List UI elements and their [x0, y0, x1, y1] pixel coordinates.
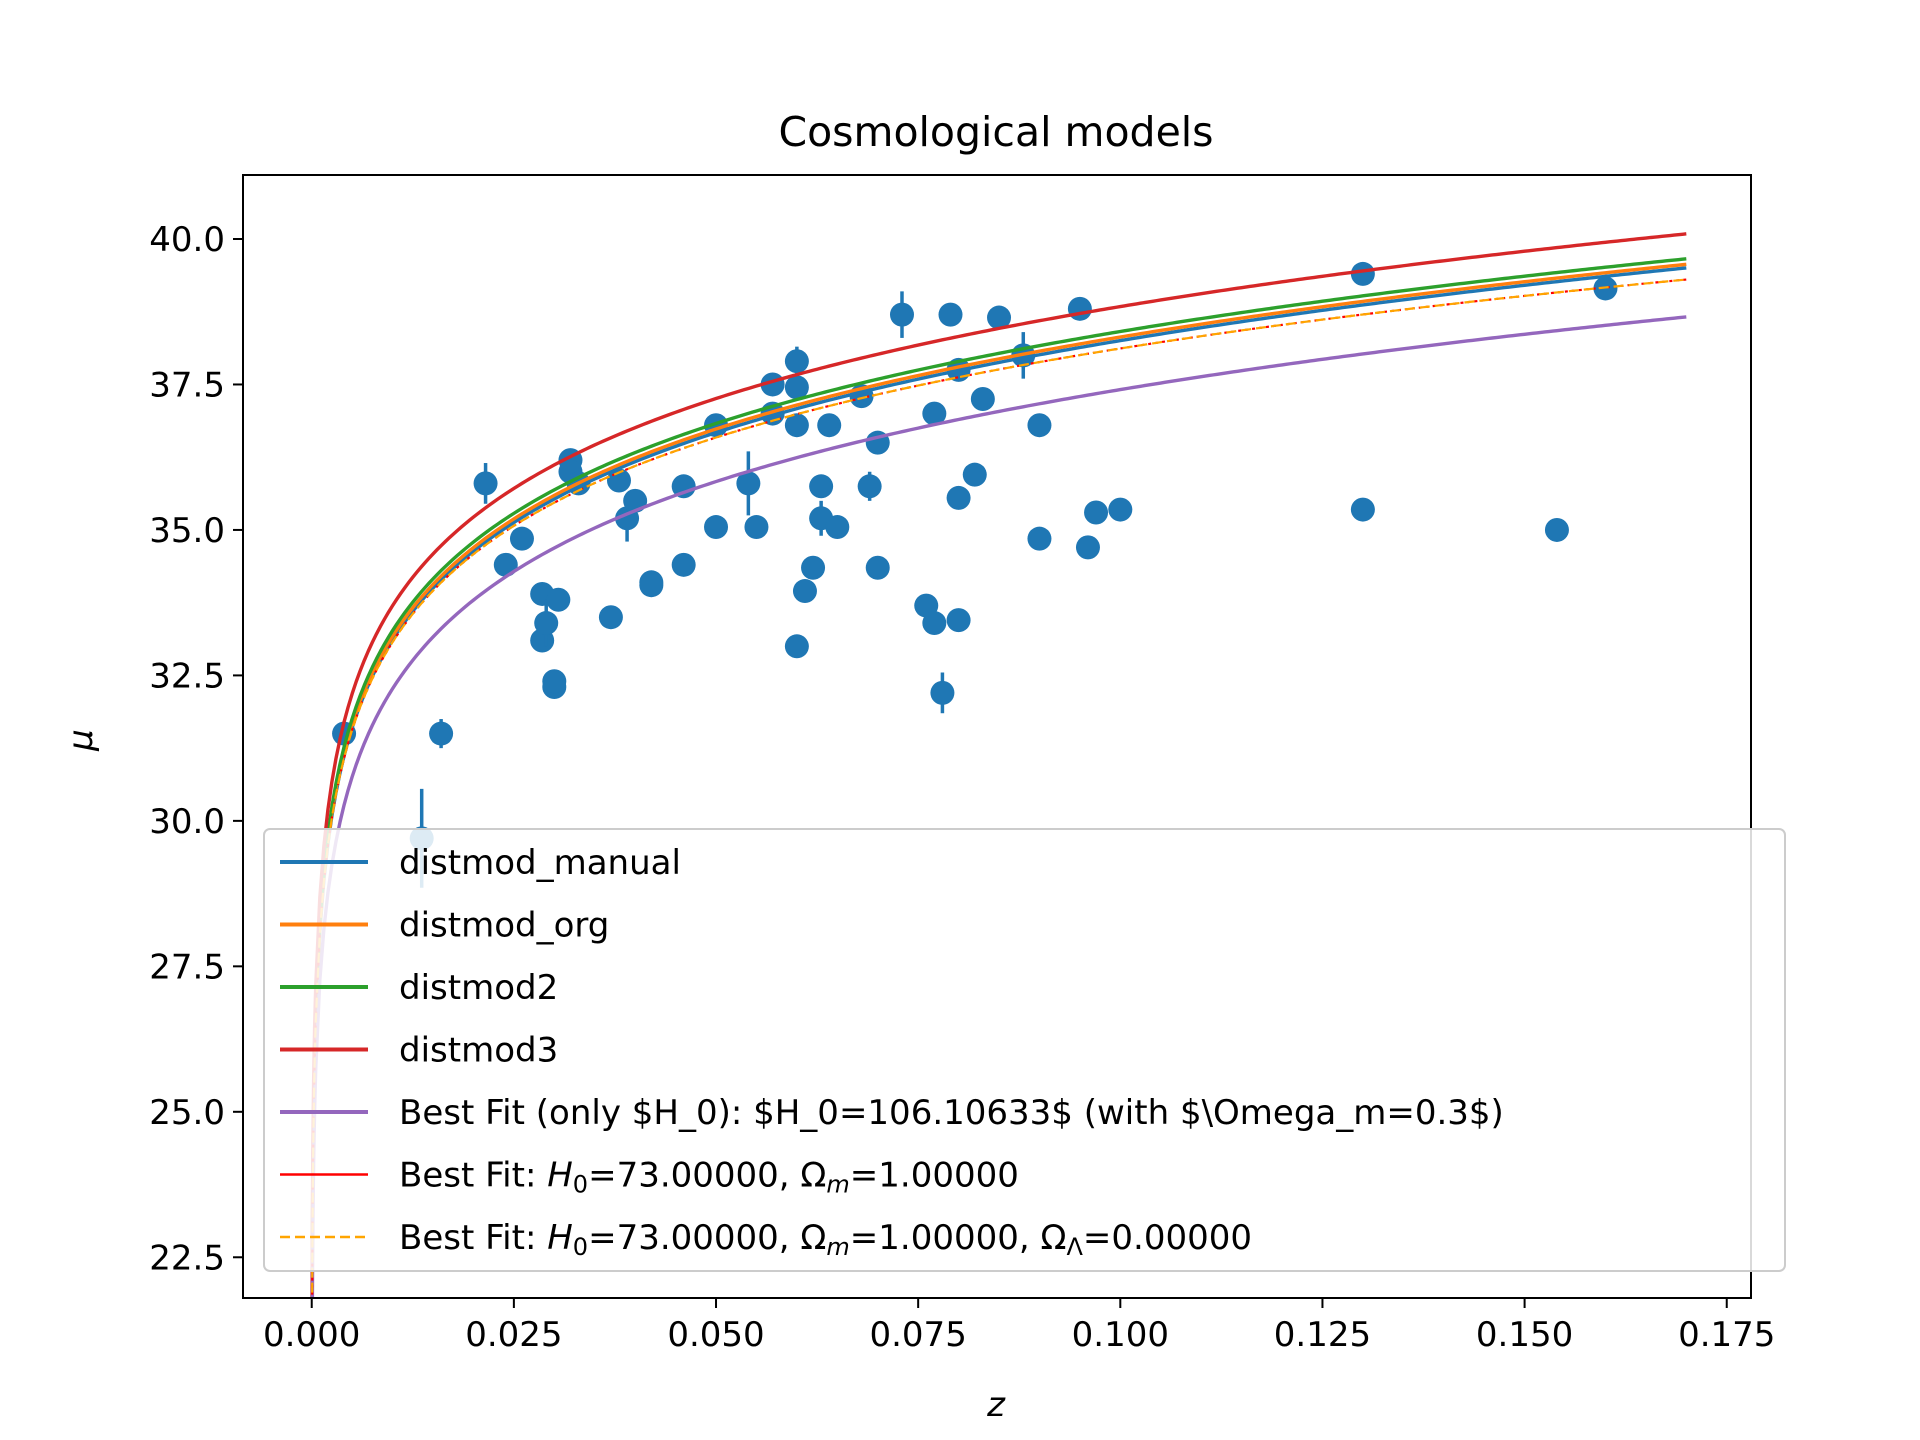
data-point — [817, 413, 842, 438]
legend-label: Best Fit: H0=73.00000, Ωm=1.00000, ΩΛ=0.… — [399, 1218, 1252, 1261]
x-tick-label: 0.075 — [869, 1315, 966, 1355]
data-point — [736, 471, 761, 496]
data-point — [946, 485, 971, 510]
x-tick-label: 0.175 — [1678, 1315, 1775, 1355]
data-point — [1027, 526, 1052, 551]
data-point — [930, 680, 955, 705]
series-line — [311, 278, 1687, 1298]
data-point — [784, 375, 809, 400]
data-point — [865, 555, 890, 580]
data-point — [1108, 497, 1133, 522]
data-point — [704, 515, 729, 540]
data-point — [1084, 500, 1109, 525]
legend-label: distmod_org — [399, 906, 609, 946]
y-axis-label: μ — [61, 729, 101, 752]
data-point — [744, 515, 769, 540]
data-point — [1075, 535, 1100, 560]
legend-label: distmod_manual — [399, 843, 681, 883]
x-tick-label: 0.100 — [1072, 1315, 1169, 1355]
data-point — [1067, 296, 1092, 321]
data-point — [938, 302, 963, 327]
data-point — [889, 302, 914, 327]
data-points — [332, 261, 1618, 888]
legend-label: distmod3 — [399, 1031, 558, 1071]
chart-title: Cosmological models — [778, 108, 1213, 156]
data-point — [922, 611, 947, 636]
data-point — [429, 721, 454, 746]
y-tick-label: 37.5 — [149, 365, 225, 405]
legend-box — [263, 828, 1786, 1272]
legend-label: Best Fit (only $H_0): $H_0=106.10633$ (w… — [399, 1093, 1504, 1133]
series-line — [310, 232, 1687, 1298]
data-point — [857, 474, 882, 499]
data-point — [825, 515, 850, 540]
data-point — [671, 552, 696, 577]
data-point — [509, 526, 534, 551]
legend: distmod_manual distmod_org distmod2 distmod… — [263, 828, 1786, 1272]
y-tick-label: 25.0 — [149, 1093, 225, 1133]
x-tick-label: 0.050 — [667, 1315, 764, 1355]
data-point — [987, 305, 1012, 330]
data-point — [1544, 517, 1569, 542]
data-point — [671, 474, 696, 499]
data-point — [534, 611, 559, 636]
data-point — [1350, 261, 1375, 286]
data-point — [473, 471, 498, 496]
legend-label: distmod2 — [399, 968, 558, 1008]
x-axis-label: z — [986, 1385, 1006, 1425]
series-line — [310, 266, 1687, 1298]
x-tick-label: 0.000 — [263, 1315, 360, 1355]
x-tick-label: 0.150 — [1476, 1315, 1573, 1355]
series-line — [310, 257, 1687, 1298]
series-line — [310, 315, 1687, 1298]
data-point — [1027, 413, 1052, 438]
x-tick-label: 0.125 — [1274, 1315, 1371, 1355]
data-point — [922, 401, 947, 426]
data-point — [792, 579, 817, 604]
axes-frame — [242, 174, 1752, 1299]
model-curves — [310, 232, 1687, 1298]
y-tick-label: 35.0 — [149, 511, 225, 551]
y-tick-label: 22.5 — [149, 1238, 225, 1278]
data-point — [639, 573, 664, 598]
data-point — [962, 462, 987, 487]
x-tick-label: 0.025 — [465, 1315, 562, 1355]
y-tick-label: 32.5 — [149, 656, 225, 696]
data-point — [1350, 497, 1375, 522]
legend-label: Best Fit: H0=73.00000, Ωm=1.00000 — [399, 1156, 1019, 1199]
data-point — [946, 608, 971, 633]
series-line — [310, 262, 1687, 1298]
y-tick-label: 30.0 — [149, 802, 225, 842]
data-point — [542, 669, 567, 694]
data-point — [546, 587, 571, 612]
data-point — [784, 349, 809, 374]
data-point — [970, 387, 995, 412]
y-tick-label: 27.5 — [149, 947, 225, 987]
plot-area: 0.000 0.025 0.050 0.075 0.100 0.125 0.150 0.175… — [149, 174, 1775, 1355]
data-point — [784, 634, 809, 659]
data-point — [784, 413, 809, 438]
data-point — [809, 474, 834, 499]
data-point — [598, 605, 623, 630]
data-point — [801, 555, 826, 580]
y-tick-label: 40.0 — [149, 220, 225, 260]
